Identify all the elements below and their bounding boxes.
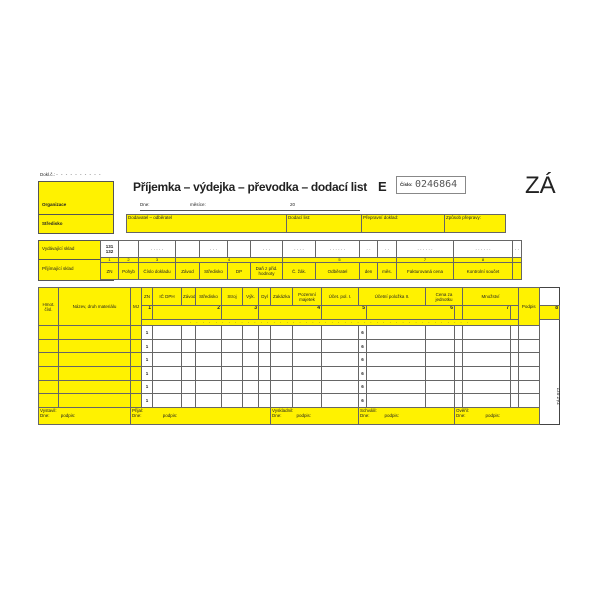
delivery-note-field[interactable]: Dodací list: <box>286 214 362 233</box>
header-grid: 131 132 · · · · · · · · · · · · · · · · · · … <box>100 240 522 280</box>
transport-mode-field[interactable]: Způsob přepravy: <box>444 214 506 233</box>
issuing-warehouse: Vydávající sklad <box>42 246 75 251</box>
col-month: měs. <box>377 262 397 280</box>
brand-logo: ZÁ <box>525 172 556 199</box>
col-unit: MJ <box>130 286 142 327</box>
date-line[interactable]: Dne: měsíce: 20 <box>140 202 360 211</box>
col-vat: Daň z přid. hodnoty <box>250 262 283 280</box>
footer-approved[interactable]: Schválil: Dne: podpis: <box>358 406 455 426</box>
supplier-field[interactable]: Dodavatel – odběratel <box>126 214 287 233</box>
footer-verified[interactable]: Ověřil: Dne: podpis: <box>454 406 540 426</box>
col-material-no: Hmot. čísl. <box>38 286 59 327</box>
col-invoice-price: Fakturovaná cena <box>396 262 454 280</box>
department-label: Středisko <box>42 221 63 226</box>
col-zn: ZN <box>100 262 119 280</box>
footer-dispatched[interactable]: Vyskladnil: Dne: podpis: <box>270 406 359 426</box>
organization-label: Organizace <box>42 202 67 207</box>
transport-row: Dodavatel – odběratel Dodací list: Přepr… <box>126 214 506 233</box>
col-c: Č. žák. <box>282 262 316 280</box>
number-box: Číslo: 0246864 <box>396 176 466 194</box>
col-customer: Odběratel <box>315 262 360 280</box>
col-plant: Závod <box>175 262 200 280</box>
col-department: Středisko <box>199 262 228 280</box>
footer-issued[interactable]: Vystavil: Dne: podpis: <box>38 406 131 426</box>
col-day: den <box>359 262 378 280</box>
items-table: Hmot. čísl. Název, druh materiálu MJ ZN I… <box>38 286 560 426</box>
doc-number-label: Dokl.č.: - - - - - - - - - - <box>40 172 102 177</box>
col-material-name: Název, druh materiálu <box>58 286 131 327</box>
col-checksum: Kontrolní součet <box>453 262 513 280</box>
footer-received[interactable]: Přijal: Dne: podpis: <box>130 406 271 426</box>
document-number: 0246864 <box>415 179 458 190</box>
warehouse-codes: 131 132 <box>100 240 119 258</box>
col-signature: Podpis <box>518 286 540 327</box>
form-letter: E <box>378 179 387 194</box>
form-code: ZÁZ 077 <box>556 387 561 405</box>
receiving-warehouse: Přijímající sklad <box>42 266 74 271</box>
page-title: Příjemka – výdejka – převodka – dodací l… <box>133 180 367 194</box>
organization-box: Organizace Středisko <box>38 181 114 234</box>
col-doc-number: Číslo dokladu <box>138 262 176 280</box>
col-movement: Pohyb <box>118 262 139 280</box>
col-dp: DP <box>227 262 251 280</box>
transport-doc-field[interactable]: Přepravní doklad: <box>361 214 445 233</box>
